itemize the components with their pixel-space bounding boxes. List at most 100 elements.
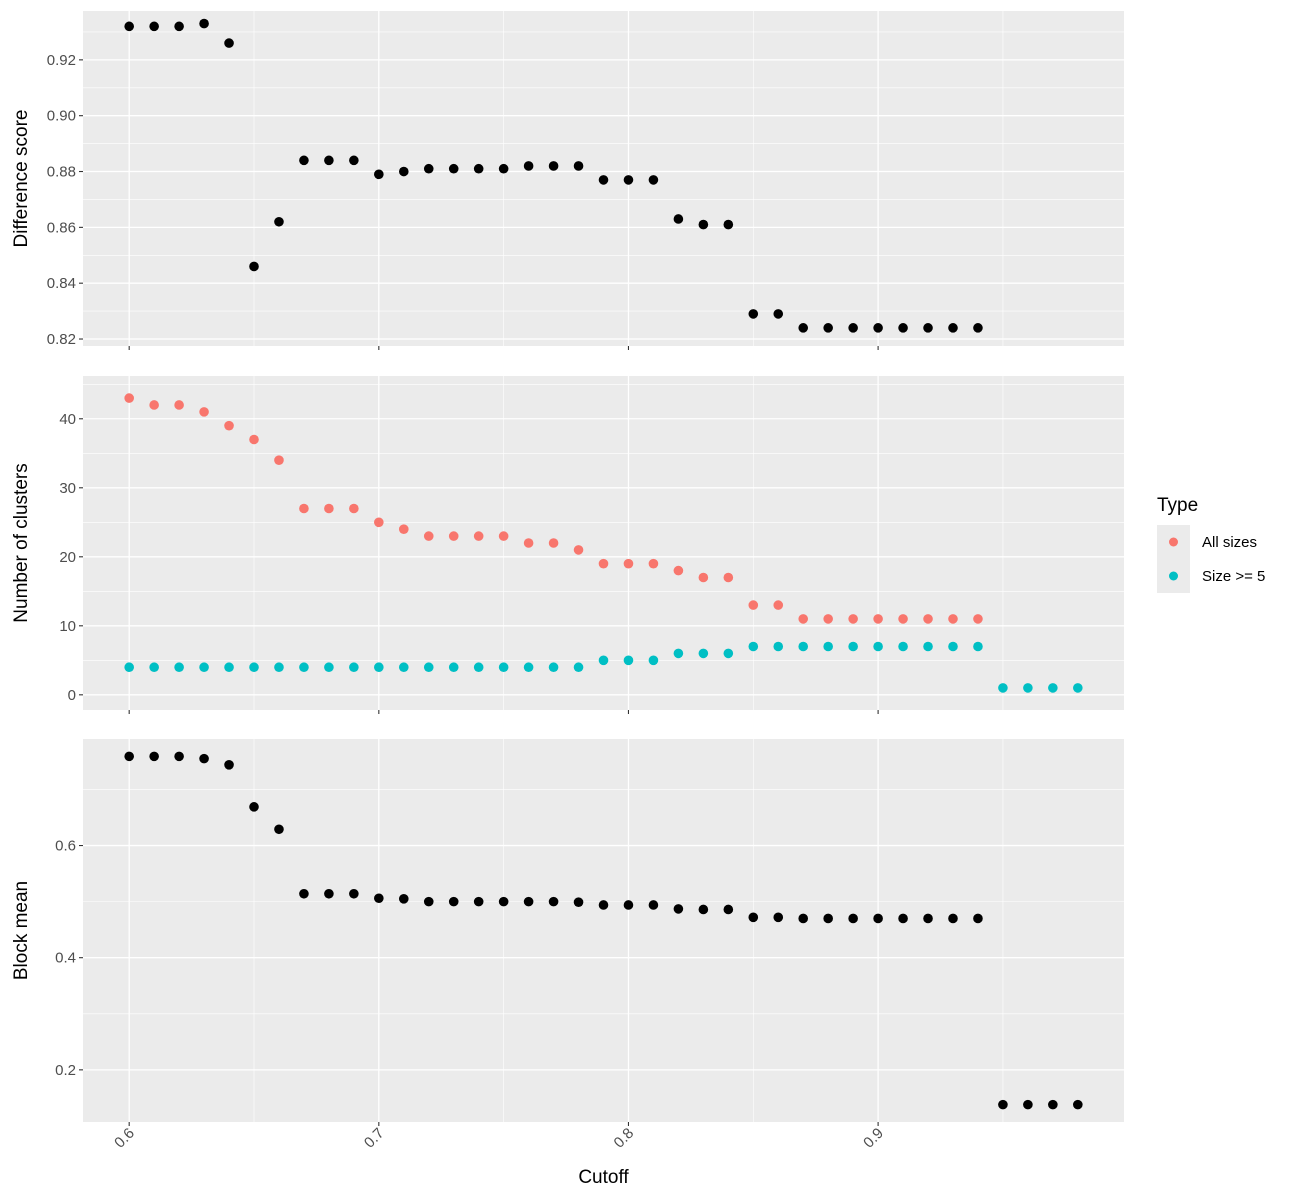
data-point [174, 21, 184, 32]
data-point [523, 538, 534, 548]
data-point [199, 18, 209, 29]
data-point [798, 641, 809, 652]
data-point [274, 455, 284, 465]
legend: Type All sizes Size >= 5 [1157, 495, 1265, 593]
data-point [498, 531, 509, 541]
data-point [673, 904, 684, 914]
data-point [473, 662, 484, 673]
data-point [274, 662, 284, 673]
data-point [873, 323, 883, 333]
data-point [299, 503, 309, 514]
data-point [948, 641, 958, 652]
data-point [798, 323, 809, 333]
data-point [1073, 1099, 1083, 1110]
series-points [124, 751, 1083, 1110]
data-point [199, 407, 209, 417]
data-point [548, 161, 559, 171]
data-point [748, 309, 759, 319]
data-point [598, 558, 609, 569]
data-point [124, 393, 134, 403]
data-point [848, 641, 858, 652]
x-tick-label: 0.9 [860, 1125, 887, 1152]
data-point [748, 641, 759, 652]
data-point [1023, 683, 1033, 693]
data-point [249, 434, 259, 445]
panel-middle: 0 10 20 30 40 Number of clusters [11, 376, 1124, 714]
data-point [398, 524, 409, 534]
data-point [698, 219, 709, 230]
data-point [723, 904, 734, 915]
y-tick-label: 0.88 [47, 164, 76, 181]
data-point [299, 888, 309, 899]
data-point [798, 614, 809, 624]
data-point [473, 531, 484, 541]
data-point [299, 662, 309, 673]
data-point [448, 163, 459, 174]
data-point [224, 420, 234, 431]
data-point [149, 751, 159, 762]
data-point [898, 614, 908, 624]
data-point [174, 662, 184, 673]
data-point [448, 531, 459, 541]
y-tick-label: 0 [68, 687, 76, 704]
data-point [473, 163, 484, 174]
y-tick-label: 0.90 [47, 108, 76, 125]
data-point [523, 161, 534, 171]
y-tick-label: 0.82 [47, 331, 76, 348]
data-point [398, 166, 409, 177]
data-point [573, 545, 584, 555]
data-point [349, 888, 359, 899]
legend-key-dot [1169, 537, 1178, 547]
y-tick-label: 20 [59, 549, 76, 566]
series-all-sizes [124, 393, 983, 624]
data-point [174, 751, 184, 762]
data-point [648, 900, 659, 910]
data-point [823, 913, 833, 924]
data-point [1048, 1099, 1058, 1110]
data-point [324, 503, 334, 514]
data-point [374, 662, 384, 673]
data-point [823, 323, 833, 333]
data-point [1073, 683, 1083, 693]
data-point [698, 904, 709, 915]
data-point [848, 614, 858, 624]
data-point [374, 169, 384, 180]
data-point [923, 913, 933, 924]
data-point [598, 900, 609, 910]
y-tick-label: 0.86 [47, 219, 76, 236]
data-point [498, 896, 509, 907]
y-tick-label: 0.84 [47, 275, 76, 292]
x-tick-label: 0.6 [111, 1125, 138, 1152]
data-point [423, 163, 434, 174]
data-point [398, 662, 409, 673]
data-point [598, 655, 609, 666]
data-point [498, 662, 509, 673]
data-point [124, 662, 134, 673]
panel-background [83, 739, 1124, 1122]
x-tick-label: 0.7 [361, 1125, 388, 1152]
y-tick-label: 40 [59, 411, 76, 428]
data-point [823, 641, 833, 652]
data-point [973, 641, 983, 652]
data-point [898, 323, 908, 333]
data-point [124, 21, 134, 32]
data-point [923, 641, 933, 652]
data-point [973, 913, 983, 924]
data-point [149, 662, 159, 673]
data-point [623, 558, 634, 569]
data-point [423, 662, 434, 673]
data-point [673, 214, 684, 224]
data-point [848, 323, 858, 333]
data-point [723, 648, 734, 659]
data-point [274, 824, 284, 835]
legend-title: Type [1157, 495, 1198, 516]
data-point [923, 323, 933, 333]
data-point [573, 161, 584, 171]
data-point [948, 614, 958, 624]
data-point [573, 662, 584, 673]
data-point [174, 400, 184, 410]
data-point [748, 912, 759, 923]
data-point [224, 759, 234, 770]
y-tick-label: 0.92 [47, 52, 76, 69]
data-point [698, 572, 709, 583]
